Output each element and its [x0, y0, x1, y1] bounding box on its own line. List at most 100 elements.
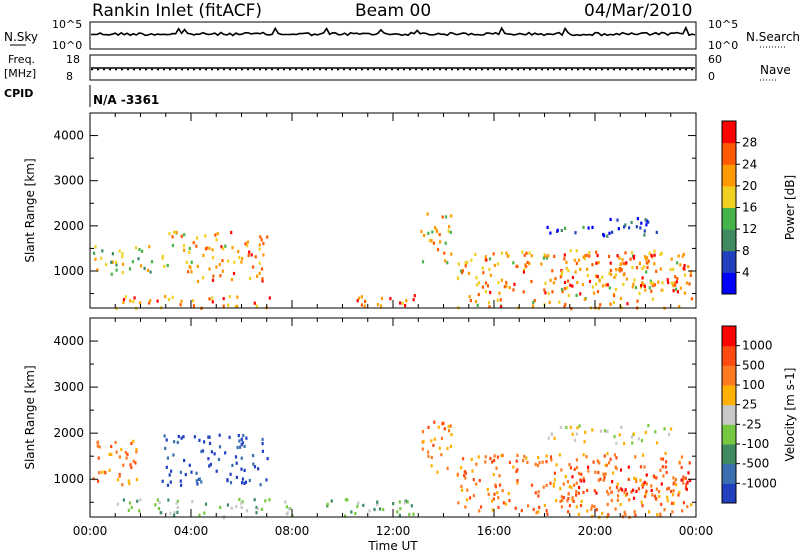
- echo-cell: [632, 488, 635, 492]
- echo-cell: [544, 281, 547, 285]
- echo-cell: [547, 254, 550, 258]
- echo-cell: [204, 502, 208, 506]
- echo-cell: [636, 217, 639, 221]
- echo-cell: [675, 280, 678, 284]
- echo-cell: [466, 488, 469, 492]
- echo-cell: [593, 489, 596, 493]
- echo-cell: [621, 488, 624, 492]
- echo-cell: [378, 507, 382, 511]
- echo-cell: [591, 514, 594, 518]
- echo-cell: [672, 476, 675, 480]
- echo-cell: [464, 261, 467, 265]
- echo-cell: [435, 228, 438, 232]
- echo-cell: [582, 476, 585, 480]
- echo-cell: [545, 256, 549, 260]
- echo-cell: [408, 512, 411, 517]
- echo-cell: [122, 463, 125, 467]
- echo-cell: [484, 455, 487, 459]
- echo-cell: [670, 281, 673, 285]
- echo-cell: [635, 225, 638, 229]
- echo-cell: [650, 484, 653, 488]
- echo-cell: [537, 456, 540, 460]
- echo-cell: [528, 262, 531, 266]
- colorbar-frame: [721, 325, 737, 504]
- colorbar-swatch: [722, 272, 736, 295]
- echo-cell: [514, 506, 517, 510]
- echo-cell: [575, 490, 578, 494]
- echo-cell: [211, 248, 214, 252]
- echo-cell: [656, 513, 659, 517]
- echo-cell: [569, 249, 572, 253]
- echo-cell: [166, 456, 169, 460]
- echo-cell: [211, 296, 214, 300]
- echo-cell: [168, 232, 171, 236]
- echo-cell: [350, 510, 353, 514]
- echo-cell: [631, 285, 634, 289]
- echo-cell: [422, 439, 425, 444]
- echo-cell: [640, 284, 643, 288]
- xtick-label: 00:00: [73, 524, 108, 538]
- echo-cell: [664, 451, 667, 455]
- echo-cell: [597, 478, 600, 482]
- echo-cell: [379, 304, 383, 308]
- echo-cell: [210, 450, 213, 454]
- echo-cell: [500, 278, 503, 282]
- ytick-label: 3000: [53, 174, 84, 188]
- echo-cell: [137, 257, 140, 261]
- echo-cell: [630, 251, 633, 255]
- echo-cell: [548, 300, 551, 304]
- echo-cell: [460, 484, 463, 488]
- echo-cell: [241, 481, 244, 485]
- echo-cell: [252, 454, 255, 458]
- echo-cell: [179, 479, 182, 483]
- echo-cell: [198, 513, 201, 517]
- echo-cell: [368, 509, 371, 513]
- echo-cell: [421, 260, 425, 264]
- echo-cell: [670, 501, 673, 505]
- echo-cell: [219, 274, 222, 278]
- colorbar-swatch: [722, 207, 736, 230]
- echo-cell: [582, 453, 585, 457]
- echo-cell: [603, 429, 607, 433]
- echo-cell: [149, 270, 152, 274]
- echo-cell: [477, 455, 480, 459]
- echo-cell: [426, 212, 429, 216]
- nsky-panel-frame: [89, 21, 697, 50]
- echo-cell: [667, 280, 670, 285]
- echo-cell: [564, 303, 567, 307]
- echo-cell: [578, 424, 581, 428]
- echo-cell: [568, 463, 571, 467]
- echo-cell: [606, 234, 609, 238]
- echo-cell: [624, 251, 627, 255]
- echo-cell: [652, 474, 655, 478]
- colorbar-swatch: [722, 121, 736, 144]
- echo-cell: [609, 273, 613, 277]
- echo-cell: [599, 303, 602, 307]
- nsearch-tick-bottom: 10^0: [708, 39, 738, 52]
- echo-cell: [134, 246, 138, 250]
- echo-cell: [161, 479, 164, 483]
- echo-cell: [220, 245, 223, 249]
- echo-cell: [516, 479, 519, 483]
- echo-cell: [241, 257, 244, 261]
- echo-cell: [634, 513, 637, 517]
- echo-cell: [540, 262, 543, 266]
- echo-cell: [648, 286, 651, 290]
- echo-cell: [559, 425, 562, 429]
- echo-cell: [567, 269, 570, 273]
- echo-cell: [169, 511, 172, 515]
- echo-cell: [571, 275, 574, 280]
- echo-cell: [172, 453, 175, 457]
- echo-cell: [633, 510, 636, 514]
- echo-cell: [130, 441, 133, 446]
- echo-cell: [205, 246, 208, 250]
- echo-cell: [236, 304, 239, 308]
- echo-cell: [118, 472, 121, 477]
- echo-cell: [450, 214, 453, 218]
- echo-cell: [655, 476, 658, 480]
- echo-cell: [192, 304, 195, 308]
- echo-cell: [127, 479, 130, 483]
- power-echo-cells: [93, 212, 693, 311]
- freq-tick-bottom: 8: [66, 70, 73, 83]
- echo-cell: [121, 271, 124, 275]
